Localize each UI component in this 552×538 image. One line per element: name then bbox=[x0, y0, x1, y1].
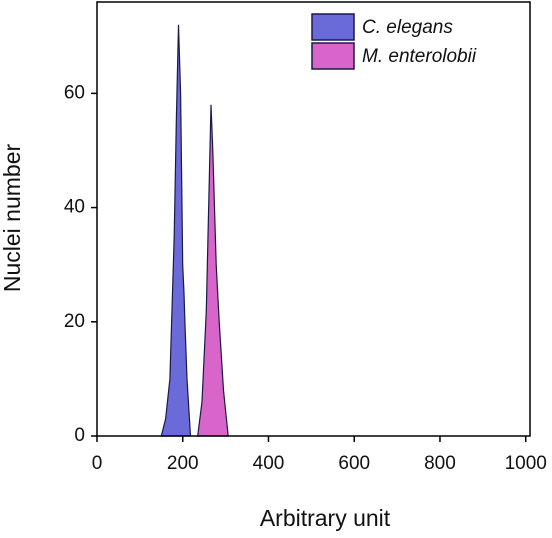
y-tick-label: 60 bbox=[64, 82, 85, 103]
x-tick-label: 600 bbox=[338, 453, 370, 474]
x-tick-label: 1000 bbox=[505, 453, 547, 474]
area bbox=[160, 24, 192, 437]
y-tick-label: 0 bbox=[74, 425, 85, 446]
legend-swatch bbox=[311, 42, 355, 70]
x-tick-label: 800 bbox=[424, 453, 456, 474]
legend-label: C. elegans bbox=[362, 17, 453, 38]
x-axis-title: Arbitrary unit bbox=[260, 505, 391, 531]
plot-frame bbox=[96, 1, 531, 437]
x-tick-label: 200 bbox=[167, 453, 199, 474]
y-axis-title: Nuclei number bbox=[0, 144, 25, 293]
y-tick-label: 20 bbox=[64, 311, 85, 332]
area bbox=[197, 104, 229, 437]
x-tick-label: 0 bbox=[92, 453, 103, 474]
y-tick-label: 40 bbox=[64, 197, 85, 218]
legend-label: M. enterolobii bbox=[362, 46, 477, 67]
x-tick-label: 400 bbox=[253, 453, 285, 474]
legend-swatch bbox=[311, 13, 355, 41]
